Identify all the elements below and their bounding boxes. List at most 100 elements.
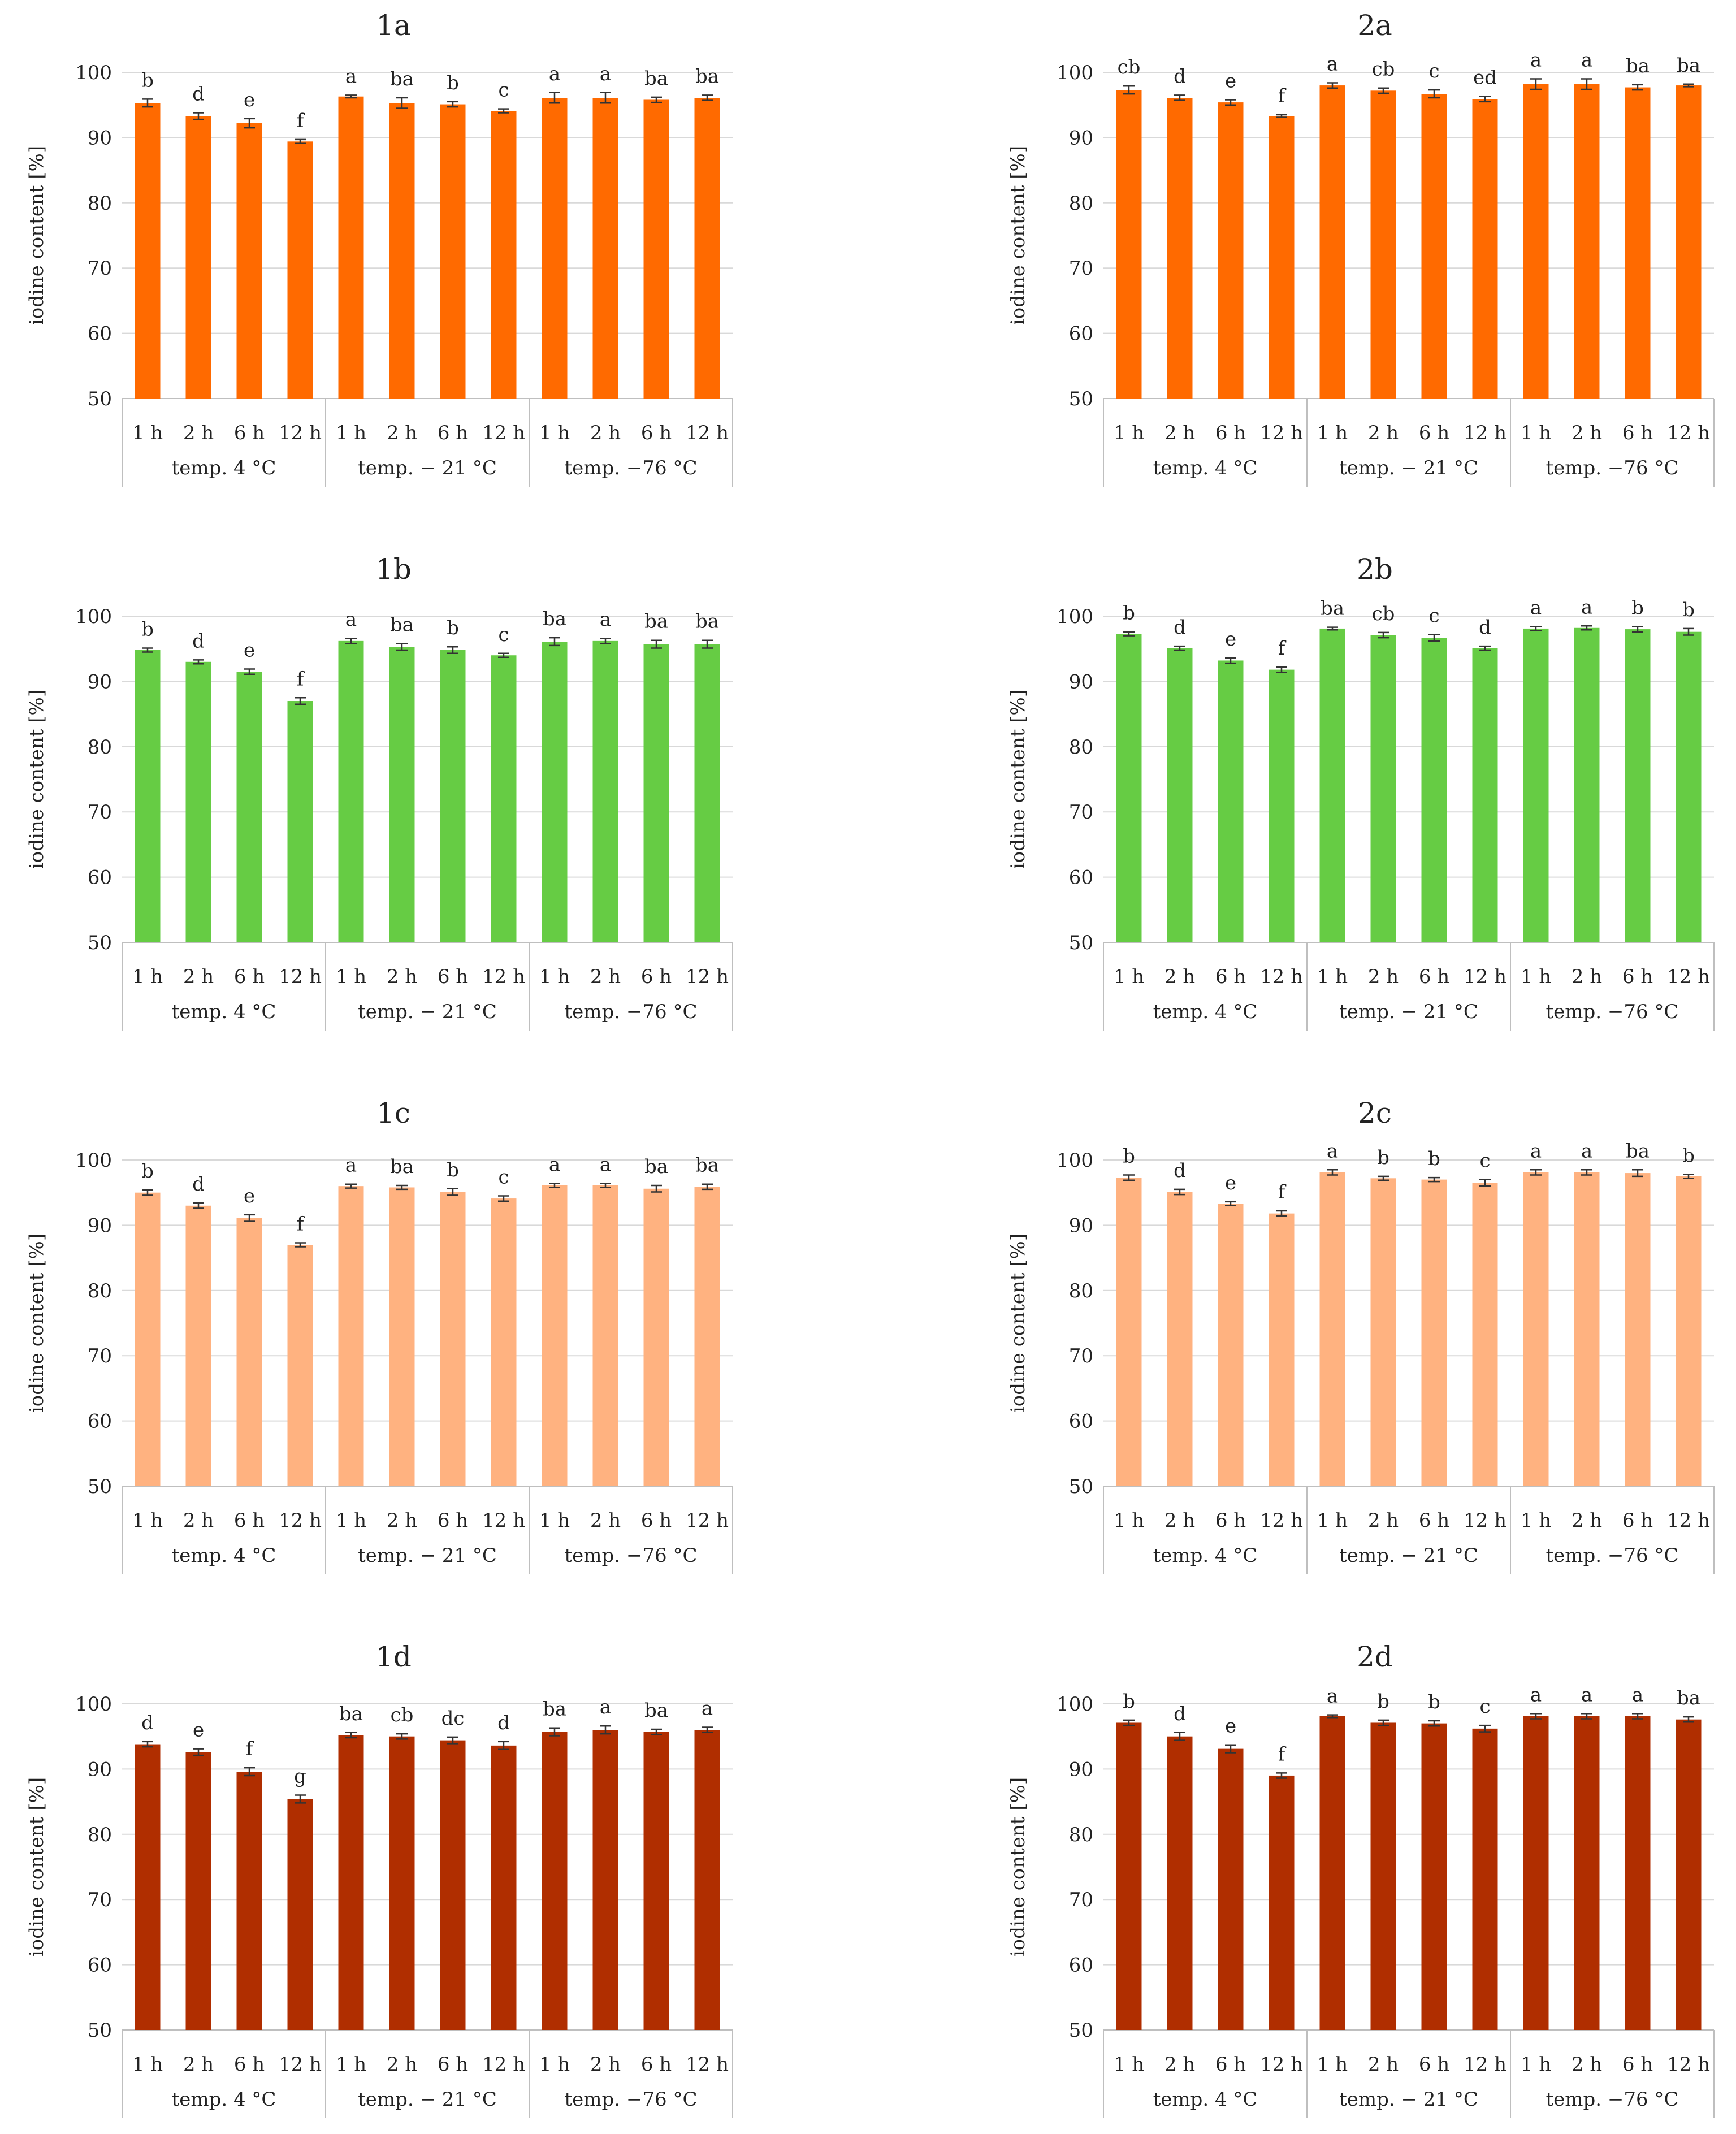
x-group-label: temp. 4 °C <box>1153 1001 1258 1023</box>
significance-label: f <box>297 110 305 132</box>
bar <box>440 1740 466 2030</box>
bar <box>643 644 669 942</box>
x-tick-label: 1 h <box>1317 422 1348 444</box>
y-tick-label: 50 <box>1069 1475 1093 1498</box>
y-tick-label: 60 <box>1069 1954 1093 1977</box>
significance-label: e <box>1225 1715 1236 1738</box>
x-group-label: temp. −76 °C <box>1546 1001 1679 1023</box>
significance-label: ba <box>1626 55 1650 77</box>
x-tick-label: 6 h <box>641 966 672 988</box>
bar <box>491 655 517 942</box>
bar <box>1269 669 1295 942</box>
significance-label: d <box>192 83 205 106</box>
y-tick-label: 70 <box>88 801 112 824</box>
x-group-label: temp. −76 °C <box>1546 457 1679 479</box>
significance-label: a <box>600 1696 611 1719</box>
x-tick-label: 6 h <box>1419 966 1449 988</box>
x-tick-label: 1 h <box>1521 2053 1551 2076</box>
significance-label: cb <box>1372 58 1395 81</box>
x-tick-label: 6 h <box>234 966 265 988</box>
bar <box>338 96 364 399</box>
bar <box>694 98 720 399</box>
y-tick-label: 80 <box>88 736 112 759</box>
significance-label: d <box>141 1712 154 1734</box>
significance-label: a <box>1581 1683 1592 1706</box>
bar <box>338 1186 364 1486</box>
bar <box>1370 90 1396 399</box>
bar <box>1472 648 1498 942</box>
bar <box>1319 628 1345 942</box>
significance-label: a <box>1581 49 1592 72</box>
x-tick-label: 6 h <box>438 422 468 444</box>
bar <box>135 103 161 399</box>
y-tick-label: 50 <box>1069 388 1093 410</box>
x-tick-label: 2 h <box>183 966 214 988</box>
y-tick-label: 70 <box>1069 1889 1093 1911</box>
significance-label: a <box>1327 1140 1338 1162</box>
x-group-label: temp. − 21 °C <box>358 2088 497 2111</box>
y-axis-label: iodine content [%] <box>25 1233 48 1413</box>
bar <box>592 1185 618 1486</box>
x-tick-label: 1 h <box>1317 1509 1348 1532</box>
x-group-label: temp. 4 °C <box>1153 2088 1258 2111</box>
significance-label: a <box>549 1154 560 1176</box>
x-tick-label: 2 h <box>1164 966 1195 988</box>
bar <box>1116 1178 1142 1486</box>
significance-label: c <box>498 624 509 646</box>
bar <box>1116 90 1142 399</box>
x-group-label: temp. − 21 °C <box>1339 2088 1478 2111</box>
x-tick-label: 2 h <box>590 966 621 988</box>
y-tick-label: 90 <box>1069 1214 1093 1237</box>
bar <box>185 116 211 399</box>
significance-label: f <box>246 1738 254 1760</box>
bar <box>389 103 415 399</box>
bar <box>1370 1178 1396 1486</box>
bar <box>1472 1183 1498 1486</box>
x-tick-label: 12 h <box>1667 422 1710 444</box>
significance-label: ba <box>644 1155 668 1178</box>
significance-label: ba <box>1321 598 1344 620</box>
x-tick-label: 2 h <box>387 966 417 988</box>
significance-label: c <box>1479 1695 1490 1718</box>
significance-label: d <box>1479 616 1491 639</box>
chart-2b: 2b iodine content [%] 50 60 70 80 90 100 b 1 h d 2 … <box>1007 553 1715 1031</box>
x-tick-label: 12 h <box>482 1509 525 1532</box>
y-tick-label: 60 <box>88 1954 112 1977</box>
bar <box>1218 1748 1244 2030</box>
x-tick-label: 6 h <box>641 422 672 444</box>
chart-title: 1c <box>376 1097 410 1129</box>
chart-title: 2b <box>1357 553 1393 586</box>
x-group-label: temp. 4 °C <box>172 1544 276 1567</box>
x-group-label: temp. 4 °C <box>1153 457 1258 479</box>
y-axis-label: iodine content [%] <box>1007 690 1029 869</box>
x-group-label: temp. −76 °C <box>565 457 698 479</box>
significance-label: b <box>1123 1690 1135 1713</box>
significance-label: f <box>1278 1743 1287 1765</box>
significance-label: a <box>600 1154 611 1176</box>
x-tick-label: 12 h <box>686 2053 729 2076</box>
x-tick-label: 6 h <box>641 2053 672 2076</box>
x-tick-label: 2 h <box>387 1509 417 1532</box>
chart-2a: 2a iodine content [%] 50 60 70 80 90 100 cb 1 h d 2… <box>1007 9 1715 487</box>
x-tick-label: 1 h <box>1114 966 1144 988</box>
significance-label: a <box>1530 596 1542 619</box>
significance-label: ba <box>695 611 719 633</box>
chart-title: 2a <box>1357 9 1392 42</box>
significance-label: cb <box>1118 56 1141 79</box>
x-tick-label: 12 h <box>279 2053 322 2076</box>
bar <box>1421 1723 1447 2030</box>
x-tick-label: 2 h <box>1572 2053 1602 2076</box>
y-tick-label: 90 <box>88 1214 112 1237</box>
bar <box>1574 1172 1600 1486</box>
bar <box>643 1188 669 1486</box>
significance-label: b <box>1428 1148 1440 1170</box>
x-group-label: temp. −76 °C <box>1546 2088 1679 2111</box>
significance-label: f <box>1278 637 1287 660</box>
bar <box>1319 85 1345 399</box>
bar <box>440 104 466 399</box>
x-tick-label: 6 h <box>1622 1509 1653 1532</box>
x-tick-label: 12 h <box>1464 1509 1506 1532</box>
significance-label: f <box>1278 85 1287 107</box>
bar <box>1370 635 1396 942</box>
x-tick-label: 6 h <box>438 1509 468 1532</box>
